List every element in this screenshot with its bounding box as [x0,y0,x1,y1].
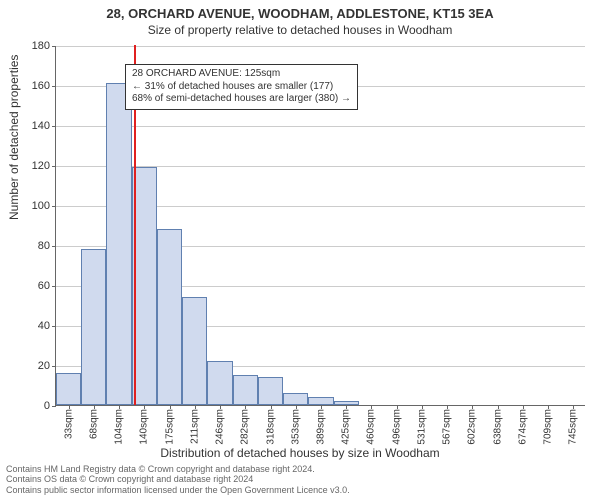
histogram-bar [308,397,333,405]
xtick-label: 567sqm [442,409,453,445]
ytick-label: 80 [38,240,50,252]
ytick-mark [52,406,56,407]
ytick-label: 60 [38,280,50,292]
histogram-bar [106,83,131,405]
ytick-label: 20 [38,360,50,372]
ytick-label: 120 [32,160,50,172]
ytick-mark [52,46,56,47]
xtick-label: 496sqm [391,409,402,445]
histogram-bar [182,297,207,405]
histogram-bar [233,375,258,405]
ytick-label: 0 [44,400,50,412]
xtick-label: 175sqm [164,409,175,445]
xtick-label: 531sqm [416,409,427,445]
xtick-label: 602sqm [467,409,478,445]
xtick-label: 674sqm [517,409,528,445]
chart-subtitle: Size of property relative to detached ho… [0,21,600,41]
xtick-label: 460sqm [366,409,377,445]
xtick-label: 282sqm [240,409,251,445]
ytick-label: 140 [32,120,50,132]
chart-title: 28, ORCHARD AVENUE, WOODHAM, ADDLESTONE,… [0,0,600,21]
chart-footer: Contains HM Land Registry data © Crown c… [6,464,350,496]
xtick-label: 389sqm [316,409,327,445]
histogram-bar [157,229,182,405]
xtick-label: 68sqm [88,409,99,439]
ytick-mark [52,326,56,327]
histogram-bar [81,249,106,405]
plot-area: 02040608010012014016018033sqm68sqm104sqm… [55,46,585,406]
xtick-label: 140sqm [139,409,150,445]
xtick-label: 353sqm [290,409,301,445]
histogram-bar [207,361,232,405]
ytick-label: 160 [32,80,50,92]
footer-line-2: Contains OS data © Crown copyright and d… [6,474,350,485]
ytick-mark [52,86,56,87]
x-axis-label: Distribution of detached houses by size … [0,446,600,460]
xtick-label: 246sqm [215,409,226,445]
histogram-bar [258,377,283,405]
ytick-mark [52,166,56,167]
annotation-line-2: ← 31% of detached houses are smaller (17… [132,81,351,94]
xtick-label: 638sqm [492,409,503,445]
xtick-label: 425sqm [341,409,352,445]
ytick-label: 180 [32,40,50,52]
xtick-label: 318sqm [265,409,276,445]
ytick-mark [52,126,56,127]
ytick-label: 100 [32,200,50,212]
xtick-label: 33sqm [63,409,74,439]
annotation-line-1: 28 ORCHARD AVENUE: 125sqm [132,68,351,81]
ytick-mark [52,286,56,287]
ytick-label: 40 [38,320,50,332]
xtick-label: 709sqm [543,409,554,445]
chart-container: 28, ORCHARD AVENUE, WOODHAM, ADDLESTONE,… [0,0,600,500]
xtick-label: 104sqm [114,409,125,445]
histogram-bar [56,373,81,405]
y-axis-label: Number of detached properties [7,55,21,220]
footer-line-1: Contains HM Land Registry data © Crown c… [6,464,350,475]
xtick-label: 211sqm [189,409,200,444]
ytick-mark [52,366,56,367]
annotation-line-3: 68% of semi-detached houses are larger (… [132,93,351,106]
ytick-mark [52,246,56,247]
xtick-label: 745sqm [568,409,579,445]
footer-line-3: Contains public sector information licen… [6,485,350,496]
annotation-box: 28 ORCHARD AVENUE: 125sqm ← 31% of detac… [125,64,358,110]
ytick-mark [52,206,56,207]
histogram-bar [283,393,308,405]
